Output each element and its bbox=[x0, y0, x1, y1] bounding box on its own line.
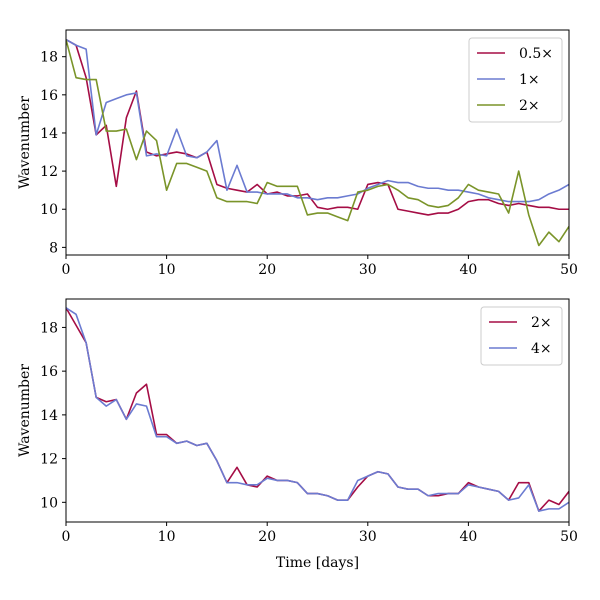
legend-label: 1× bbox=[519, 72, 540, 88]
y-tick-label: 16 bbox=[40, 88, 58, 104]
x-tick-label: 0 bbox=[62, 529, 71, 545]
legend: 2× 4× bbox=[480, 306, 563, 366]
axes-frame bbox=[65, 29, 570, 256]
x-tick-label: 30 bbox=[359, 529, 377, 545]
legend-label: 2× bbox=[531, 315, 552, 331]
top-panel: 0 10 20 30 40 50 8 10 12 14 16 18 Wavenumber 0.5× 1× 2× bbox=[17, 29, 578, 278]
y-axis-label: Wavenumber bbox=[17, 96, 33, 189]
legend-label: 0.5× bbox=[519, 46, 553, 62]
y-tick-label: 18 bbox=[40, 320, 58, 336]
x-tick-label: 10 bbox=[158, 529, 176, 545]
y-tick-label: 8 bbox=[49, 240, 58, 256]
y-tick-label: 10 bbox=[40, 495, 58, 511]
series-line-4× bbox=[66, 307, 569, 512]
y-tick-label: 10 bbox=[40, 202, 58, 218]
x-tick-label: 20 bbox=[258, 529, 276, 545]
y-tick-label: 18 bbox=[40, 50, 58, 66]
x-tick-label: 20 bbox=[258, 262, 276, 278]
x-tick-label: 0 bbox=[62, 262, 71, 278]
legend-box bbox=[468, 37, 563, 123]
x-tick-label: 30 bbox=[359, 262, 377, 278]
legend-label: 4× bbox=[531, 341, 552, 357]
series-line-2× bbox=[66, 39, 569, 247]
y-tick-label: 16 bbox=[40, 364, 58, 380]
bottom-panel: 0 10 20 30 40 50 10 12 14 16 18 Wavenumber Time [day… bbox=[17, 298, 578, 571]
series-line-0.5× bbox=[66, 38, 569, 216]
series-line-1× bbox=[66, 38, 569, 203]
x-axis-label: Time [days] bbox=[276, 555, 359, 571]
y-tick-label: 14 bbox=[40, 408, 58, 424]
y-axis-label: Wavenumber bbox=[17, 364, 33, 457]
axes-frame bbox=[65, 298, 570, 523]
x-tick-label: 50 bbox=[560, 262, 578, 278]
x-tick-label: 50 bbox=[560, 529, 578, 545]
x-tick-label: 40 bbox=[459, 529, 477, 545]
y-tick-label: 12 bbox=[40, 164, 58, 180]
y-tick-label: 14 bbox=[40, 126, 58, 142]
legend-label: 2× bbox=[519, 98, 540, 114]
y-tick-label: 12 bbox=[40, 452, 58, 468]
x-tick-label: 40 bbox=[459, 262, 477, 278]
x-tick-label: 10 bbox=[158, 262, 176, 278]
legend: 0.5× 1× 2× bbox=[468, 37, 563, 123]
